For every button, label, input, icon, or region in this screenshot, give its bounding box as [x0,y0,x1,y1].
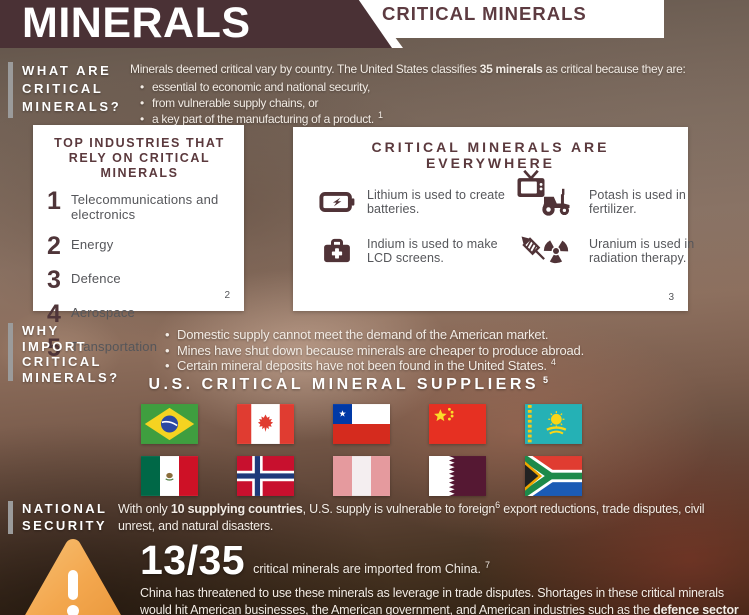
flag-brazil [141,404,198,444]
what-are-label-line3: MINERALS? [22,99,122,114]
label-accent-bar [8,62,13,118]
section-label-why-import: WHY IMPORT CRITICAL MINERALS? [8,323,119,385]
page-title-line2: CRITICAL MINERALS [382,3,587,24]
why-label-line2: IMPORT [22,338,87,354]
what-are-label-line2: CRITICAL [22,81,104,96]
label-accent-bar [8,323,13,381]
everywhere-item-text: Potash is used in fertilizer. [589,187,686,217]
battery-icon [319,184,355,220]
industry-label: Energy [71,237,114,252]
what-are-label-line1: WHAT ARE [22,63,112,78]
flag-chile [333,404,390,444]
what-are-body: Minerals deemed critical vary by country… [130,61,745,127]
ns-suffix: export reductions, trade disputes, civil… [118,502,705,533]
everywhere-title: CRITICAL MINERALS ARE EVERYWHERE [371,139,610,171]
industry-item: 5 Transportation [47,334,232,362]
industry-label: Defence [71,271,121,286]
everywhere-item-text: Lithium is used to create batteries. [367,187,505,217]
suppliers-title-text: U.S. CRITICAL MINERAL SUPPLIERS [148,376,540,393]
why-bullet3-text: Certain mineral deposits have not been f… [177,358,547,373]
top-industries-box: TOP INDUSTRIES THAT RELY ON CRITICAL MIN… [33,125,244,361]
section-label-what-are: WHAT ARE CRITICAL MINERALS? [8,62,121,118]
china-stat-row: 13/35 critical minerals are imported fro… [140,537,490,583]
page-title-line1: DEPENDENCE ON [382,0,664,4]
everywhere-box: CRITICAL MINERALS ARE EVERYWHERE Lithium… [293,127,694,311]
flag-peru [333,456,390,496]
flag-kazakhstan [525,404,582,444]
why-label-line3: CRITICAL [22,354,102,369]
what-are-intro: Minerals deemed critical vary by country… [130,61,745,77]
industry-label: Transportation [71,339,158,354]
china-para-prefix: China has threatened to use these minera… [140,586,724,615]
ns-mid: , U.S. supply is vulnerable to foreign [302,502,496,516]
industries-title-line1: TOP INDUSTRIES THAT [54,136,225,150]
suppliers-title: U.S. CRITICAL MINERAL SUPPLIERS 5 [0,374,700,394]
industry-item: 2 Energy [47,232,232,260]
supplier-flags-grid [141,404,582,496]
medical-bag-icon [319,233,355,269]
why-bullet-3: • Certain mineral deposits have not been … [165,356,556,373]
why-label-line1: WHY [22,323,60,338]
ns-label-line1: NATIONAL [22,501,108,516]
industry-label: Aerospace [71,305,135,320]
why-bullet-2: • Mines have shut down because minerals a… [165,342,584,358]
flag-qatar [429,456,486,496]
page-title-box: DEPENDENCE ON CRITICAL MINERALS [352,0,664,38]
why-bullet2-text: Mines have shut down because minerals ar… [177,342,584,358]
industry-rank: 2 [47,232,61,260]
bullet3-text: a key part of the manufacturing of a pro… [152,112,374,126]
intro-suffix: as critical because they are: [542,62,686,76]
what-are-bullet-2: from vulnerable supply chains, or [140,95,745,111]
tractor-icon [538,184,574,220]
footnote-5: 5 [543,374,552,385]
national-security-body: With only 10 supplying countries, U.S. s… [118,499,742,534]
industry-rank: 1 [47,187,61,215]
industry-rank: 3 [47,266,61,294]
footnote-2: 2 [224,290,230,301]
banner: MINERALS [0,0,392,48]
stat-caption-text: critical minerals are imported from Chin… [253,562,481,576]
china-paragraph: China has threatened to use these minera… [140,585,749,615]
industry-item: 3 Defence [47,266,232,294]
footnote-3: 3 [668,292,674,303]
ns-prefix: With only [118,502,171,516]
why-bullet1-text: Domestic supply cannot meet the demand o… [177,327,549,342]
section-label-national-security: NATIONAL SECURITY [8,501,107,534]
industry-rank: 5 [47,334,61,362]
flag-norway [237,456,294,496]
industries-title-line3: MINERALS [100,166,179,180]
everywhere-item-text: Indium is used to make LCD screens. [367,236,498,266]
why-label-line4: MINERALS? [22,369,120,385]
banner-title: MINERALS [22,0,251,47]
why-bullet-1: • Domestic supply cannot meet the demand … [165,327,549,342]
ns-bold: 10 supplying countries [170,502,303,516]
footnote-6: 6 [495,499,500,510]
flag-south-africa [525,456,582,496]
flag-mexico [141,456,198,496]
industries-title-line2: RELY ON CRITICAL [68,151,211,165]
what-are-bullet-3: a key part of the manufacturing of a pro… [140,110,745,128]
china-para-bold1: defence sector [653,603,739,615]
industry-item: 1 Telecommunications and electronics [47,187,232,223]
industry-item: 4 Aerospace [47,300,232,328]
ns-label-line2: SECURITY [22,517,107,533]
intro-prefix: Minerals deemed critical vary by country… [130,62,480,76]
industry-rank: 4 [47,300,61,328]
industry-label: Telecommunications and electronics [71,192,219,222]
footnote-4: 4 [550,356,556,367]
everywhere-item-text: Uranium is used in radiation therapy. [589,236,695,266]
china-stat: 13/35 [140,537,246,583]
flag-china [429,404,486,444]
footnote-7: 7 [484,559,490,570]
label-accent-bar [8,501,13,534]
warning-triangle-icon [22,537,124,615]
radiation-icon [538,233,574,269]
china-stat-caption: critical minerals are imported from Chin… [253,559,490,580]
what-are-bullet-1: essential to economic and national secur… [140,79,745,95]
flag-canada [237,404,294,444]
footnote-1: 1 [377,110,383,120]
why-import-body: • Domestic supply cannot meet the demand … [165,327,645,374]
intro-bold: 35 minerals [479,62,543,76]
